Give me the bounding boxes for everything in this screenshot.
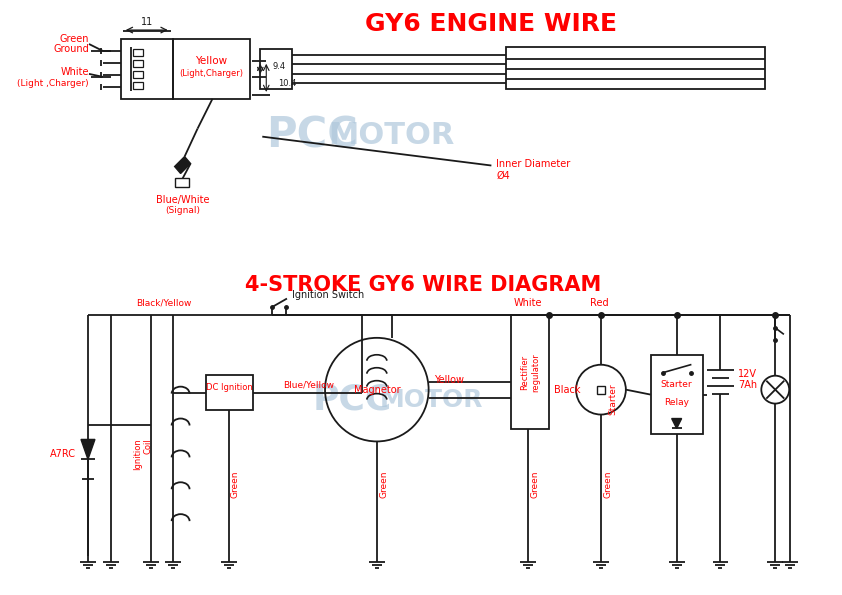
Bar (133, 49, 143, 56)
Text: GY6 ENGINE WIRE: GY6 ENGINE WIRE (365, 12, 617, 36)
Text: 4-STROKE GY6 WIRE DIAGRAM: 4-STROKE GY6 WIRE DIAGRAM (244, 275, 601, 295)
Text: Ignition Switch: Ignition Switch (292, 290, 365, 300)
Text: Starter: Starter (661, 380, 692, 389)
Text: DC Ignition: DC Ignition (206, 383, 253, 392)
Text: Relay: Relay (664, 398, 689, 407)
Text: A7RC: A7RC (50, 449, 76, 459)
Bar (133, 82, 143, 89)
Text: Rectifier
regulator: Rectifier regulator (520, 353, 540, 392)
Bar (205, 375, 253, 409)
Text: Black/Yellow: Black/Yellow (136, 299, 191, 308)
Bar (174, 178, 189, 187)
Text: MOTOR: MOTOR (328, 121, 455, 150)
Text: Ignition
Coil: Ignition Coil (133, 439, 152, 470)
Text: White: White (514, 298, 541, 308)
Bar (511, 315, 549, 430)
Bar (260, 49, 292, 89)
Bar (133, 71, 143, 78)
Text: Black: Black (554, 384, 581, 394)
Text: Ground: Ground (53, 44, 89, 54)
Text: Green: Green (231, 471, 240, 498)
Bar (133, 60, 143, 67)
Text: Magnetor: Magnetor (354, 384, 400, 394)
Text: 11: 11 (141, 17, 153, 27)
Text: Blue/White: Blue/White (156, 195, 210, 205)
Text: PCC: PCC (266, 115, 358, 156)
Text: Blue/Yellow: Blue/Yellow (283, 380, 334, 389)
Text: Starter: Starter (609, 384, 617, 415)
Bar (506, 47, 765, 89)
Text: 12V
7Ah: 12V 7Ah (738, 369, 758, 390)
Text: Green: Green (530, 471, 540, 498)
Text: 9.4: 9.4 (272, 62, 285, 71)
Text: Ø4: Ø4 (497, 171, 510, 180)
Text: 10.4: 10.4 (278, 79, 296, 88)
Text: Green: Green (60, 34, 89, 44)
Text: (Signal): (Signal) (165, 206, 200, 215)
Bar (121, 39, 173, 99)
Bar (173, 39, 250, 99)
Polygon shape (81, 440, 95, 459)
Text: Red: Red (589, 298, 608, 308)
Text: Inner Diameter: Inner Diameter (497, 158, 571, 168)
Text: (Light,Charger): (Light,Charger) (179, 70, 243, 79)
Text: (Light ,Charger): (Light ,Charger) (18, 79, 89, 88)
Polygon shape (672, 418, 682, 428)
Text: Yellow: Yellow (434, 375, 464, 385)
Text: Yellow: Yellow (195, 56, 227, 66)
Text: Green: Green (379, 471, 388, 498)
Text: MOTOR: MOTOR (380, 387, 483, 412)
Text: PCC: PCC (312, 383, 392, 416)
Text: White: White (61, 67, 89, 77)
Text: Green: Green (604, 471, 612, 498)
Polygon shape (174, 156, 190, 174)
Bar (651, 355, 702, 434)
